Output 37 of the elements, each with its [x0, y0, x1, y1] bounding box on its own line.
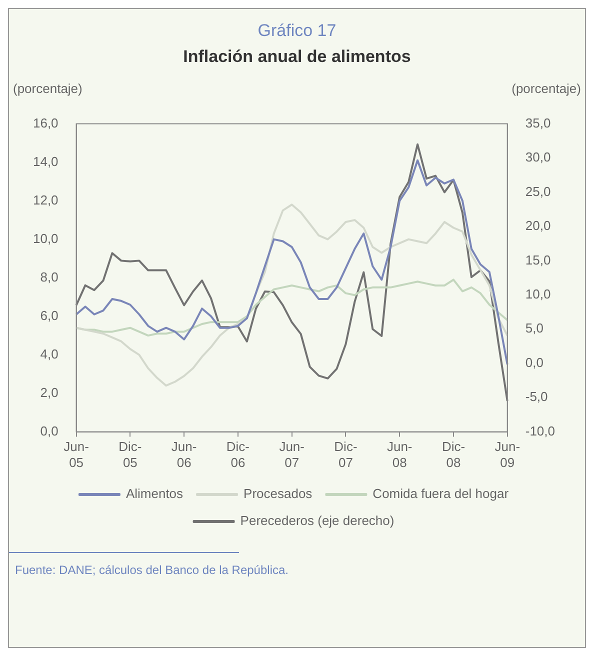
x-tick-label: Jun-07 [279, 439, 304, 470]
source-note: Fuente: DANE; cálculos del Banco de la República. [14, 562, 290, 577]
y2-tick-label: -10,0 [525, 423, 556, 438]
legend-label: Procesados [244, 486, 313, 502]
y-axis-title: (porcentaje) [13, 81, 82, 96]
legend-label: Comida fuera del hogar [372, 486, 510, 502]
y-tick-label: 6,0 [40, 308, 58, 323]
y2-tick-label: -5,0 [525, 389, 548, 404]
x-tick-label: Dic-06 [226, 439, 250, 470]
legend-label: Perecederos (eje derecho) [240, 513, 394, 528]
y2-tick-label: 0,0 [525, 354, 544, 370]
y-tick-label: 2,0 [40, 384, 58, 400]
x-tick-label: Dic-07 [334, 439, 358, 470]
chart-subtitle: Inflación anual de alimentos [182, 46, 412, 67]
y-tick-label: 12,0 [32, 192, 58, 208]
y-tick-label: 16,0 [32, 115, 58, 130]
x-tick-label: Jun-09 [494, 439, 520, 470]
y2-tick-label: 10,0 [525, 286, 551, 302]
y-tick-label: 14,0 [32, 154, 58, 169]
y-tick-label: 8,0 [40, 269, 58, 284]
y2-tick-label: 20,0 [525, 218, 551, 234]
y2-tick-label: 35,0 [525, 115, 551, 130]
y-tick-label: 4,0 [40, 346, 58, 362]
legend-label: Alimentos [126, 486, 184, 502]
y2-tick-label: 30,0 [525, 150, 551, 165]
x-tick-label: Jun-05 [64, 439, 89, 470]
chart-title: Gráfico 17 [256, 20, 338, 41]
y2-axis-title: (porcentaje) [512, 81, 581, 96]
y-tick-label: 0,0 [40, 423, 58, 438]
y2-tick-label: 15,0 [525, 252, 551, 268]
x-tick-label: Jun-06 [171, 439, 197, 470]
y2-tick-label: 5,0 [525, 320, 544, 336]
x-tick-label: Dic-05 [118, 439, 142, 470]
x-tick-label: Dic-08 [442, 439, 466, 470]
x-tick-label: Jun-08 [386, 439, 412, 470]
y2-tick-label: 25,0 [525, 184, 551, 199]
y-tick-label: 10,0 [32, 230, 58, 246]
